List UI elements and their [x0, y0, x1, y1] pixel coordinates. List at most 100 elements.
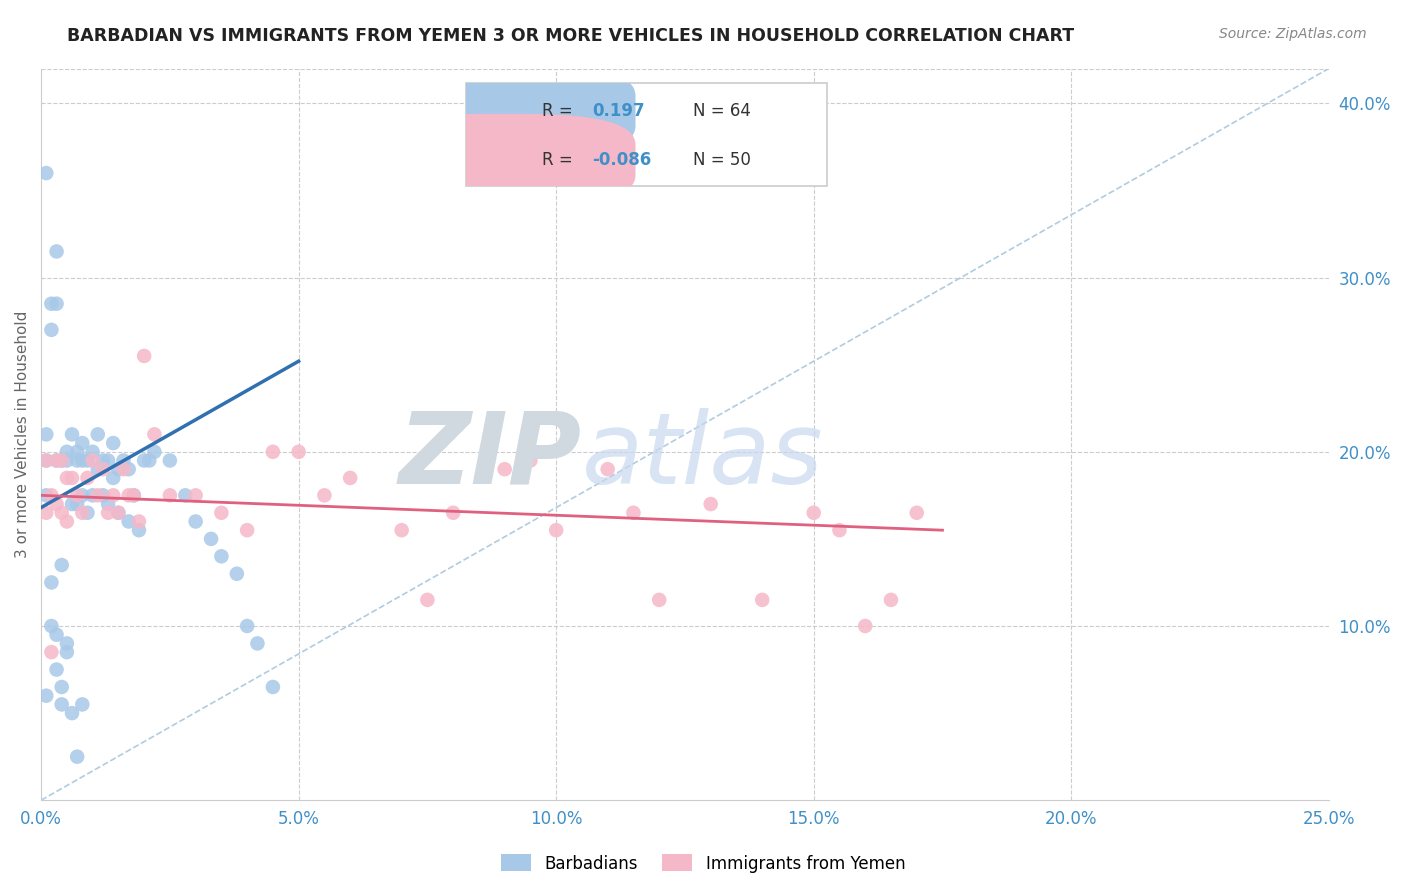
Point — [751, 593, 773, 607]
Point — [82, 488, 104, 502]
Point — [112, 462, 135, 476]
Point — [72, 453, 94, 467]
Point — [138, 453, 160, 467]
Point — [699, 497, 721, 511]
Point — [35, 453, 58, 467]
Point — [72, 436, 94, 450]
Point — [87, 488, 110, 502]
Point — [51, 698, 73, 712]
Point — [60, 427, 83, 442]
Point — [66, 749, 89, 764]
Point — [596, 462, 619, 476]
Point — [56, 444, 79, 458]
Point — [66, 444, 89, 458]
Point — [122, 488, 145, 502]
Point — [103, 471, 125, 485]
Point — [76, 471, 98, 485]
Point — [648, 593, 671, 607]
Point — [174, 488, 197, 502]
Point — [97, 497, 120, 511]
Point — [236, 523, 259, 537]
Point — [45, 244, 67, 259]
Point — [225, 566, 247, 581]
Point — [97, 506, 120, 520]
Point — [41, 323, 63, 337]
Point — [56, 645, 79, 659]
Point — [72, 698, 94, 712]
Point — [45, 628, 67, 642]
Point — [60, 497, 83, 511]
Point — [72, 488, 94, 502]
Point — [35, 689, 58, 703]
Text: Source: ZipAtlas.com: Source: ZipAtlas.com — [1219, 27, 1367, 41]
Point — [56, 515, 79, 529]
Point — [905, 506, 928, 520]
Point — [134, 349, 156, 363]
Point — [416, 593, 439, 607]
Point — [339, 471, 361, 485]
Point — [91, 462, 114, 476]
Text: atlas: atlas — [582, 408, 824, 505]
Point — [184, 488, 207, 502]
Point — [118, 488, 141, 502]
Point — [87, 462, 110, 476]
Point — [91, 453, 114, 467]
Point — [880, 593, 903, 607]
Point — [66, 497, 89, 511]
Point — [87, 427, 110, 442]
Point — [41, 296, 63, 310]
Point — [76, 506, 98, 520]
Point — [184, 515, 207, 529]
Point — [391, 523, 413, 537]
Point — [209, 506, 232, 520]
Point — [314, 488, 336, 502]
Point — [853, 619, 876, 633]
Point — [35, 453, 58, 467]
Point — [60, 471, 83, 485]
Point — [828, 523, 851, 537]
Point — [103, 488, 125, 502]
Point — [128, 515, 150, 529]
Y-axis label: 3 or more Vehicles in Household: 3 or more Vehicles in Household — [15, 310, 30, 558]
Legend: Barbadians, Immigrants from Yemen: Barbadians, Immigrants from Yemen — [494, 847, 912, 880]
Point — [159, 488, 181, 502]
Point — [118, 462, 141, 476]
Point — [82, 444, 104, 458]
Point — [441, 506, 464, 520]
Point — [35, 427, 58, 442]
Point — [35, 166, 58, 180]
Text: ZIP: ZIP — [399, 408, 582, 505]
Point — [519, 453, 541, 467]
Point — [41, 575, 63, 590]
Point — [112, 453, 135, 467]
Point — [41, 645, 63, 659]
Point — [107, 506, 129, 520]
Point — [76, 453, 98, 467]
Point — [128, 523, 150, 537]
Point — [236, 619, 259, 633]
Point — [45, 663, 67, 677]
Point — [246, 636, 269, 650]
Point — [122, 488, 145, 502]
Point — [546, 523, 568, 537]
Point — [200, 532, 222, 546]
Point — [35, 488, 58, 502]
Point — [143, 444, 166, 458]
Point — [287, 444, 309, 458]
Point — [118, 515, 141, 529]
Point — [262, 680, 284, 694]
Point — [51, 453, 73, 467]
Point — [51, 506, 73, 520]
Text: BARBADIAN VS IMMIGRANTS FROM YEMEN 3 OR MORE VEHICLES IN HOUSEHOLD CORRELATION C: BARBADIAN VS IMMIGRANTS FROM YEMEN 3 OR … — [67, 27, 1074, 45]
Point — [56, 453, 79, 467]
Point — [41, 488, 63, 502]
Point — [56, 471, 79, 485]
Point — [45, 296, 67, 310]
Point — [51, 453, 73, 467]
Point — [60, 706, 83, 720]
Point — [51, 680, 73, 694]
Point — [45, 497, 67, 511]
Point — [97, 453, 120, 467]
Point — [107, 462, 129, 476]
Point — [134, 453, 156, 467]
